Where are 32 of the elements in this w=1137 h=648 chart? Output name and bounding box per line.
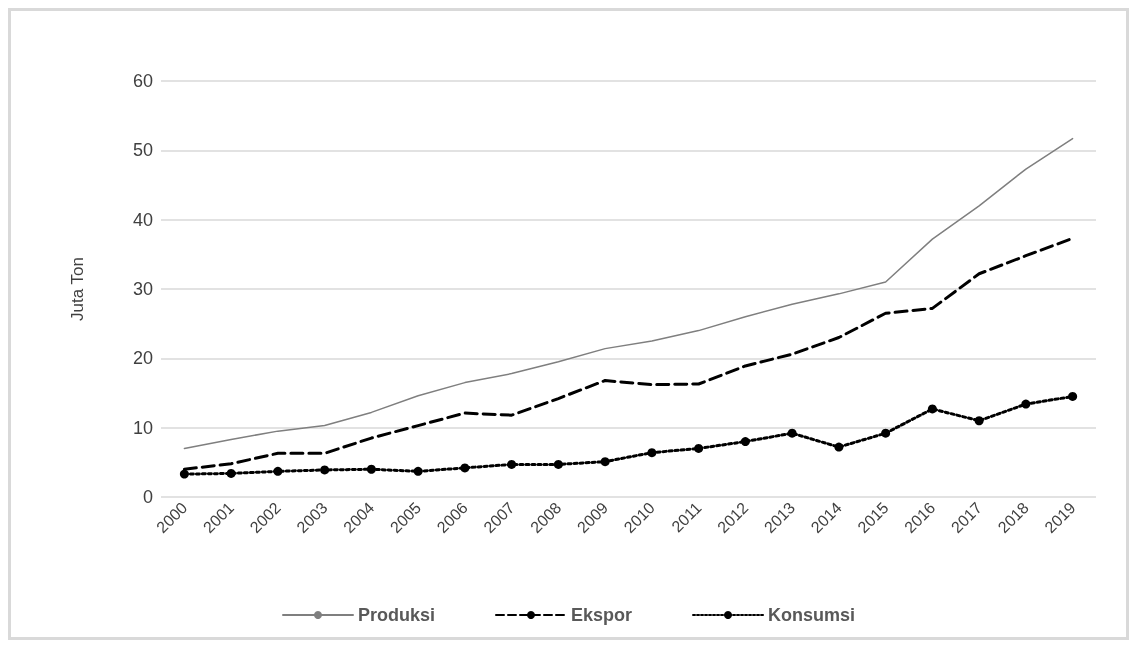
legend-label: Ekspor [570,605,633,625]
point [647,448,657,458]
point [179,469,189,479]
point [460,463,470,473]
line-series [183,137,1074,450]
point [787,428,797,438]
point [226,468,236,478]
point [927,404,937,414]
point [1021,399,1031,409]
point [740,437,750,447]
point [1068,391,1078,401]
y-tick-label: 20 [132,348,153,369]
point [834,442,844,452]
point [694,443,704,453]
y-tick-label: 0 [142,487,153,507]
y-tick-label: 50 [132,140,153,161]
y-axis-title: Juta Ton [68,257,87,321]
point [553,459,563,469]
point [600,457,610,467]
y-tick-label: 30 [132,279,153,299]
point [881,428,891,438]
y-tick-label: 40 [132,209,153,230]
point [366,464,376,474]
point [974,416,984,426]
point [507,459,517,469]
legend-label: Produksi [357,605,435,625]
legend-label: Konsumsi [768,605,856,625]
y-tick-label: 60 [132,71,153,91]
point [320,465,330,475]
y-tick-label: 10 [132,417,153,438]
point [413,466,423,476]
point [273,466,283,476]
